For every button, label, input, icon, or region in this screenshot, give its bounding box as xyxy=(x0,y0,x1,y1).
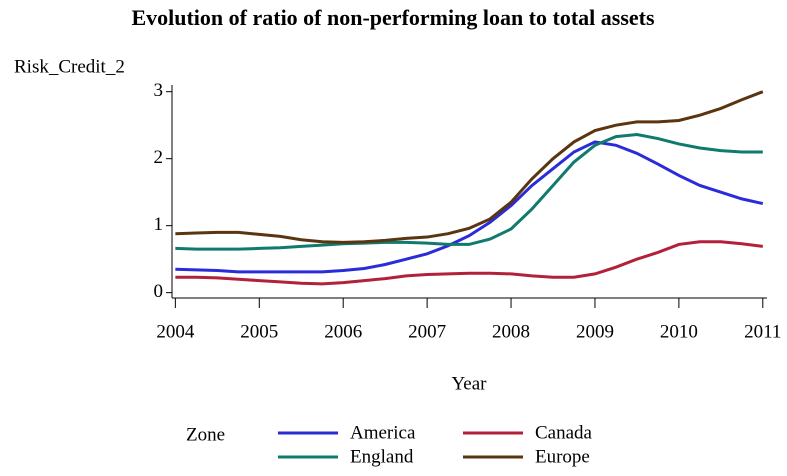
chart-title: Evolution of ratio of non-performing loa… xyxy=(131,5,655,30)
x-tick-label: 2005 xyxy=(240,321,278,342)
legend-title: Zone xyxy=(186,424,225,445)
y-tick-label: 0 xyxy=(154,281,164,302)
y-tick-label: 3 xyxy=(154,80,164,101)
x-tick-label: 2010 xyxy=(660,321,698,342)
x-tick-label: 2008 xyxy=(492,321,530,342)
y-axis-label: Risk_Credit_2 xyxy=(14,56,125,77)
line-series xyxy=(175,90,764,244)
legend-label: America xyxy=(350,422,416,443)
line-series xyxy=(175,140,764,274)
x-axis-label: Year xyxy=(451,373,487,394)
legend-label: Canada xyxy=(535,422,593,443)
line-series xyxy=(175,240,763,286)
x-tick-label: 2009 xyxy=(576,321,614,342)
x-tick-label: 2004 xyxy=(156,321,195,342)
legend-label: Europe xyxy=(535,446,590,467)
y-tick-label: 1 xyxy=(154,214,164,235)
y-tick-label: 2 xyxy=(154,147,164,168)
x-tick-label: 2007 xyxy=(408,321,446,342)
x-tick-label: 2006 xyxy=(324,321,362,342)
x-tick-label: 2011 xyxy=(744,321,781,342)
legend-label: England xyxy=(350,446,414,467)
line-series xyxy=(175,133,763,251)
